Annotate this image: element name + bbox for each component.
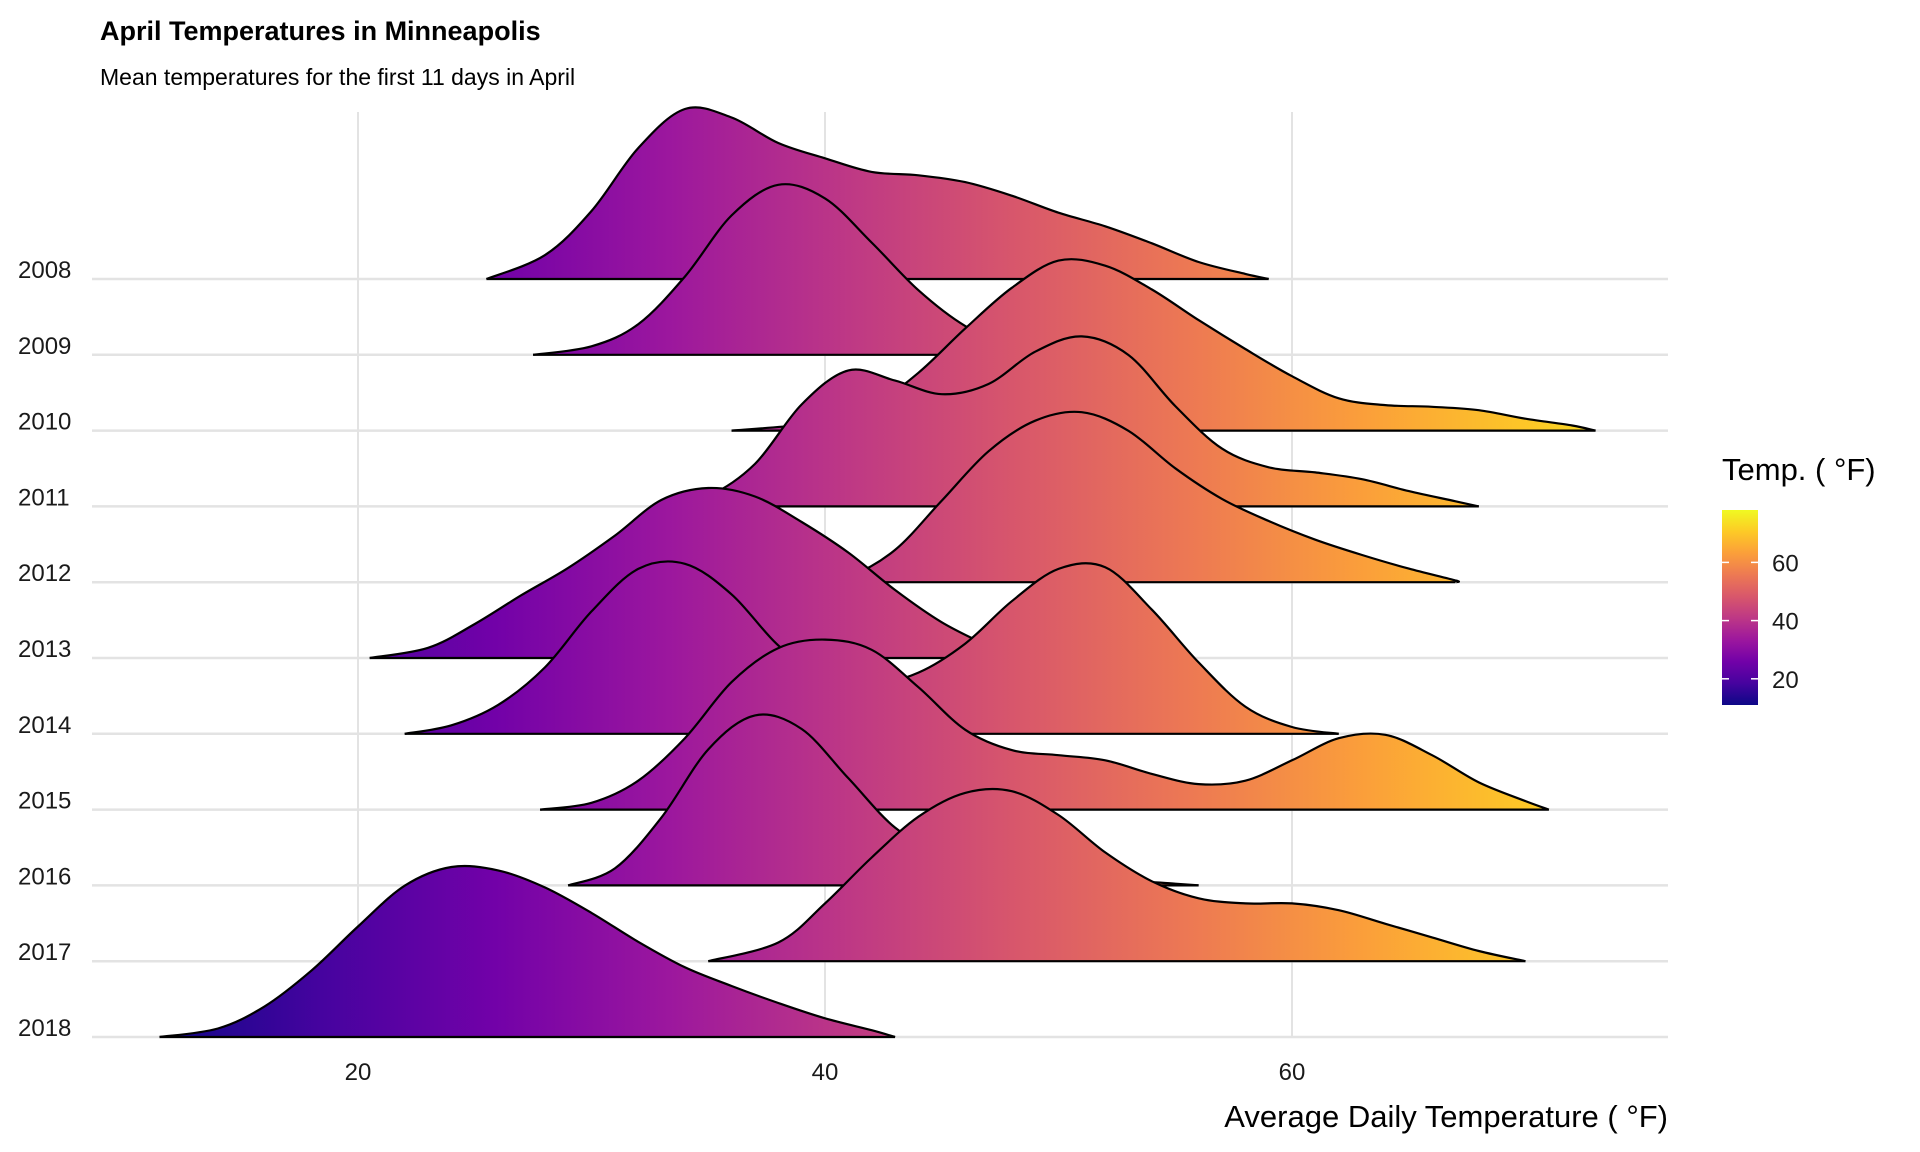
x-axis-labels: 20 40 60 [345, 1059, 1306, 1086]
ridge-fill-2017 [708, 788, 1526, 962]
ridge-fill-2014 [404, 561, 1339, 734]
legend-ticks: 20 40 60 [1722, 550, 1799, 694]
y-tick-label-2018: 2018 [18, 1015, 71, 1042]
ridge-series [159, 106, 1596, 1039]
x-tick-label-60: 60 [1279, 1059, 1306, 1086]
y-axis-labels: 2008 2009 2010 2011 2012 2013 2014 2015 2016 2017… [18, 257, 71, 1042]
ridge-fill-2018 [159, 865, 896, 1037]
y-tick-label-2013: 2013 [18, 636, 71, 663]
legend-tick-label-20: 20 [1772, 667, 1799, 694]
y-tick-label-2011: 2011 [18, 484, 70, 511]
chart-subtitle: Mean temperatures for the first 11 days … [100, 64, 576, 90]
ridge-outline-2011 [661, 335, 1480, 508]
y-tick-label-2010: 2010 [18, 409, 71, 436]
legend-tick-label-60: 60 [1772, 550, 1799, 577]
x-tick-label-40: 40 [812, 1059, 839, 1086]
y-tick-label-2012: 2012 [18, 560, 71, 587]
y-tick-label-2015: 2015 [18, 788, 71, 815]
legend-tick-label-40: 40 [1772, 609, 1799, 636]
y-tick-label-2014: 2014 [18, 712, 71, 739]
ridge-outline-2018 [159, 864, 896, 1039]
x-tick-label-20: 20 [345, 1059, 372, 1086]
ridge-outline-2010 [731, 258, 1596, 432]
ridge-outline-2008 [485, 106, 1269, 281]
color-legend: Temp. ( °F) 20 40 60 [1722, 452, 1876, 705]
ridge-fill-2008 [486, 107, 1269, 280]
y-tick-label-2016: 2016 [18, 863, 71, 890]
ridge-outline-2013 [369, 486, 1024, 660]
ridge-fill-2012 [813, 411, 1459, 583]
legend-title: Temp. ( °F) [1722, 452, 1876, 487]
chart-title: April Temperatures in Minneapolis [100, 16, 541, 46]
ridge-outline-2017 [708, 787, 1526, 963]
y-tick-label-2017: 2017 [18, 939, 71, 966]
ridge-outline-2015 [539, 638, 1550, 811]
ridge-fill-2016 [568, 714, 1199, 886]
ridge-fill-2010 [731, 259, 1596, 431]
y-tick-label-2009: 2009 [18, 333, 71, 360]
legend-colorbar [1722, 510, 1758, 705]
ridge-fill-2009 [533, 184, 1071, 355]
ridge-outline-2012 [813, 410, 1460, 584]
y-tick-label-2008: 2008 [18, 257, 71, 284]
x-axis-title: Average Daily Temperature ( °F) [1224, 1099, 1668, 1134]
